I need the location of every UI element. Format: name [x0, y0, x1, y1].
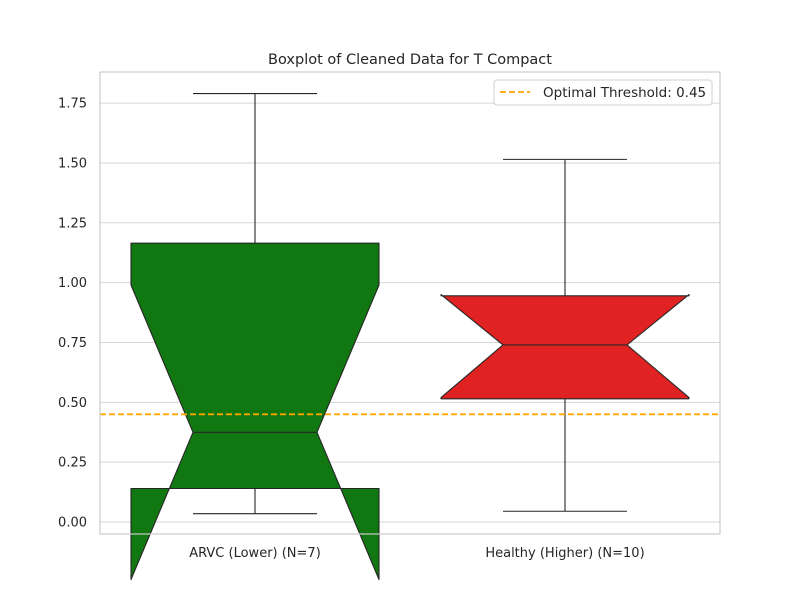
- plot-frame: [99, 71, 721, 535]
- y-tick-label: 0.75: [58, 336, 87, 351]
- x-tick-label: Healthy (Higher) (N=10): [485, 546, 644, 561]
- x-tick-label: ARVC (Lower) (N=7): [189, 546, 321, 561]
- box-group: [130, 92, 380, 581]
- y-tick-label: 1.50: [58, 156, 87, 171]
- y-tick-label: 0.50: [58, 396, 87, 411]
- notched-box: [440, 294, 690, 400]
- boxes: [130, 92, 690, 581]
- chart-title: Boxplot of Cleaned Data for T Compact: [268, 52, 552, 68]
- y-tick-label: 1.25: [58, 216, 87, 231]
- y-tick-label: 0.25: [58, 456, 87, 471]
- x-tick-labels: ARVC (Lower) (N=7) Healthy (Higher) (N=10…: [189, 546, 644, 561]
- y-tick-label: 1.00: [58, 276, 87, 291]
- y-tick-label: 1.75: [58, 97, 87, 112]
- legend-threshold-label: Optimal Threshold: 0.45: [543, 85, 706, 101]
- y-tick-labels: 0.00 0.25 0.50 0.75 1.00 1.25 1.50 1.75: [58, 97, 87, 531]
- legend-box: [493, 79, 713, 106]
- legend: Optimal Threshold: 0.45: [493, 79, 713, 106]
- y-tick-label: 0.00: [58, 516, 87, 531]
- box-group: [440, 158, 690, 512]
- notched-box: [130, 242, 380, 581]
